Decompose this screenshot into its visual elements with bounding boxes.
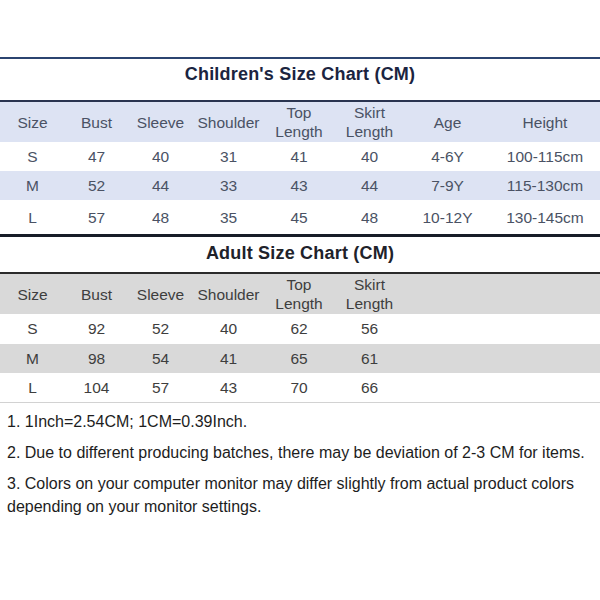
- table-row-children-s: S 47 40 31 41 40 4-6Y 100-115cm: [0, 142, 600, 171]
- cell-size: S: [0, 314, 65, 344]
- cell-size: M: [0, 344, 65, 373]
- cell-bust: 104: [65, 373, 128, 403]
- cell-age: 4-6Y: [405, 142, 490, 171]
- cell-shoulder: 33: [193, 171, 264, 200]
- column-header-top-length: Top Length: [264, 102, 334, 142]
- row-spacer: [405, 314, 600, 344]
- cell-bust: 57: [65, 200, 128, 234]
- cell-bust: 47: [65, 142, 128, 171]
- column-header-sleeve: Sleeve: [128, 102, 193, 142]
- cell-age: 10-12Y: [405, 200, 490, 234]
- column-header-bust: Bust: [65, 274, 128, 314]
- table-row-children-m: M 52 44 33 43 44 7-9Y 115-130cm: [0, 171, 600, 200]
- note-deviation: 2. Due to different producing batches, t…: [7, 441, 593, 464]
- cell-shoulder: 43: [193, 373, 264, 403]
- cell-size: M: [0, 171, 65, 200]
- cell-skirt-length: 40: [334, 142, 405, 171]
- adult-size-table: Size Bust Sleeve Shoulder Top Length Ski…: [0, 272, 600, 403]
- cell-skirt-length: 61: [334, 344, 405, 373]
- cell-top-length: 65: [264, 344, 334, 373]
- column-header-skirt-length: Skirt Length: [334, 102, 405, 142]
- row-spacer: [405, 373, 600, 403]
- cell-height: 130-145cm: [490, 200, 600, 234]
- cell-sleeve: 52: [128, 314, 193, 344]
- children-table-header-row: Size Bust Sleeve Shoulder Top Length Ski…: [0, 102, 600, 142]
- cell-height: 100-115cm: [490, 142, 600, 171]
- cell-bust: 92: [65, 314, 128, 344]
- cell-skirt-length: 56: [334, 314, 405, 344]
- table-row-adult-m: M 98 54 41 65 61: [0, 344, 600, 373]
- cell-bust: 98: [65, 344, 128, 373]
- cell-shoulder: 41: [193, 344, 264, 373]
- cell-size: L: [0, 373, 65, 403]
- cell-height: 115-130cm: [490, 171, 600, 200]
- cell-sleeve: 44: [128, 171, 193, 200]
- row-spacer: [405, 344, 600, 373]
- cell-sleeve: 54: [128, 344, 193, 373]
- cell-top-length: 62: [264, 314, 334, 344]
- cell-skirt-length: 48: [334, 200, 405, 234]
- header-spacer: [405, 274, 600, 314]
- column-header-sleeve: Sleeve: [128, 274, 193, 314]
- cell-top-length: 43: [264, 171, 334, 200]
- cell-shoulder: 31: [193, 142, 264, 171]
- cell-top-length: 41: [264, 142, 334, 171]
- cell-size: S: [0, 142, 65, 171]
- cell-bust: 52: [65, 171, 128, 200]
- cell-sleeve: 57: [128, 373, 193, 403]
- cell-skirt-length: 44: [334, 171, 405, 200]
- cell-shoulder: 40: [193, 314, 264, 344]
- column-header-skirt-length: Skirt Length: [334, 274, 405, 314]
- column-header-shoulder: Shoulder: [193, 102, 264, 142]
- column-header-age: Age: [405, 102, 490, 142]
- cell-size: L: [0, 200, 65, 234]
- size-chart-page: Children's Size Chart (CM) Size Bust Sle…: [0, 0, 600, 600]
- cell-age: 7-9Y: [405, 171, 490, 200]
- note-inch-conversion: 1. 1Inch=2.54CM; 1CM=0.39Inch.: [7, 410, 593, 433]
- cell-skirt-length: 66: [334, 373, 405, 403]
- column-header-bust: Bust: [65, 102, 128, 142]
- table-row-adult-l: L 104 57 43 70 66: [0, 373, 600, 403]
- cell-sleeve: 40: [128, 142, 193, 171]
- section-divider: [0, 234, 600, 237]
- column-header-size: Size: [0, 274, 65, 314]
- children-size-table: Size Bust Sleeve Shoulder Top Length Ski…: [0, 100, 600, 234]
- table-row-children-l: L 57 48 35 45 48 10-12Y 130-145cm: [0, 200, 600, 234]
- cell-top-length: 45: [264, 200, 334, 234]
- cell-shoulder: 35: [193, 200, 264, 234]
- column-header-size: Size: [0, 102, 65, 142]
- table-row-adult-s: S 92 52 40 62 56: [0, 314, 600, 344]
- column-header-shoulder: Shoulder: [193, 274, 264, 314]
- cell-sleeve: 48: [128, 200, 193, 234]
- children-chart-title: Children's Size Chart (CM): [0, 64, 600, 85]
- top-divider: [0, 57, 600, 59]
- column-header-top-length: Top Length: [264, 274, 334, 314]
- notes-section: 1. 1Inch=2.54CM; 1CM=0.39Inch. 2. Due to…: [7, 410, 593, 526]
- adult-table-header-row: Size Bust Sleeve Shoulder Top Length Ski…: [0, 274, 600, 314]
- column-header-height: Height: [490, 102, 600, 142]
- cell-top-length: 70: [264, 373, 334, 403]
- note-monitor-colors: 3. Colors on your computer monitor may d…: [7, 472, 593, 518]
- adult-chart-title: Adult Size Chart (CM): [0, 243, 600, 264]
